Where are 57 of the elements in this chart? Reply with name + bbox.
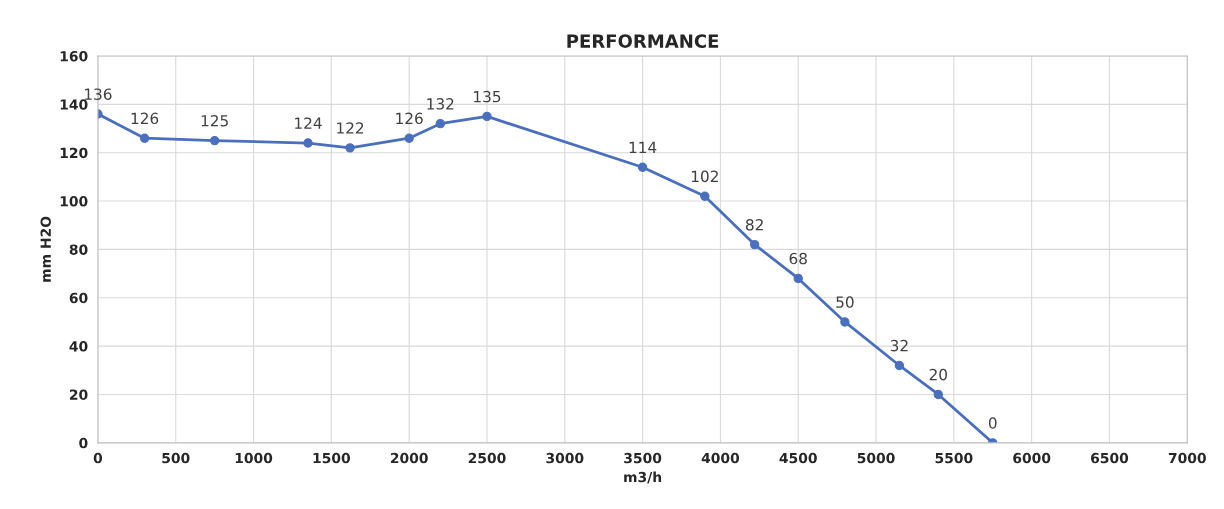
x-tick-label: 5500 <box>935 452 973 464</box>
x-tick-label: 1000 <box>235 452 273 464</box>
data-label: 126 <box>131 112 159 125</box>
point <box>303 138 313 148</box>
y-tick-label: 20 <box>69 389 88 400</box>
point <box>345 143 355 153</box>
x-tick-label: 2000 <box>390 452 428 464</box>
y-tick-label: 160 <box>60 50 88 62</box>
point <box>209 135 220 146</box>
data-label: 50 <box>836 296 854 308</box>
x-tick-label: 0 <box>93 452 103 464</box>
y-tick-label: 40 <box>69 341 88 352</box>
data-label: 102 <box>691 170 718 183</box>
x-tick-label: 2500 <box>468 452 506 464</box>
x-tick-label: 6500 <box>1091 452 1129 464</box>
data-label: 82 <box>745 218 763 231</box>
y-tick-label: 80 <box>69 244 88 255</box>
x-tick-label: 7000 <box>1168 452 1206 464</box>
data-label: 126 <box>396 112 423 125</box>
y-tick-label: 120 <box>60 147 88 159</box>
point <box>793 273 803 284</box>
x-tick-label: 4500 <box>779 452 817 464</box>
point <box>894 360 905 371</box>
x-tick-label: 6000 <box>1013 452 1051 464</box>
x-tick-label: 4000 <box>701 452 740 464</box>
data-label: 125 <box>201 114 228 127</box>
y-tick-label: 0 <box>79 437 88 449</box>
data-label: 135 <box>474 90 501 103</box>
data-label: 0 <box>988 417 997 429</box>
y-tick-label: 100 <box>60 196 88 207</box>
y-axis-title: mm H2O <box>40 216 51 282</box>
data-label: 20 <box>929 368 947 381</box>
x-tick-label: 3500 <box>624 452 662 464</box>
x-axis-title: m3/h <box>624 471 662 484</box>
y-tick-label: 140 <box>60 99 88 110</box>
data-label: 32 <box>890 339 908 352</box>
x-tick-label: 500 <box>162 452 190 464</box>
data-label: 136 <box>85 88 112 100</box>
data-label: 122 <box>337 122 364 134</box>
point <box>749 239 760 250</box>
point <box>700 191 710 201</box>
data-label: 114 <box>629 141 657 153</box>
x-tick-label: 1500 <box>313 452 351 464</box>
point <box>482 111 492 122</box>
data-label: 132 <box>427 98 454 110</box>
point <box>139 133 150 143</box>
chart-title: PERFORMANCE <box>567 34 719 48</box>
data-label: 68 <box>789 252 807 265</box>
y-tick-label: 60 <box>69 292 88 304</box>
point <box>435 119 445 129</box>
data-label: 124 <box>295 117 322 129</box>
point <box>933 389 943 400</box>
point <box>637 162 648 172</box>
x-tick-label: 3000 <box>546 452 584 464</box>
x-tick-label: 5000 <box>857 452 895 464</box>
point <box>404 133 414 143</box>
point <box>840 317 850 327</box>
